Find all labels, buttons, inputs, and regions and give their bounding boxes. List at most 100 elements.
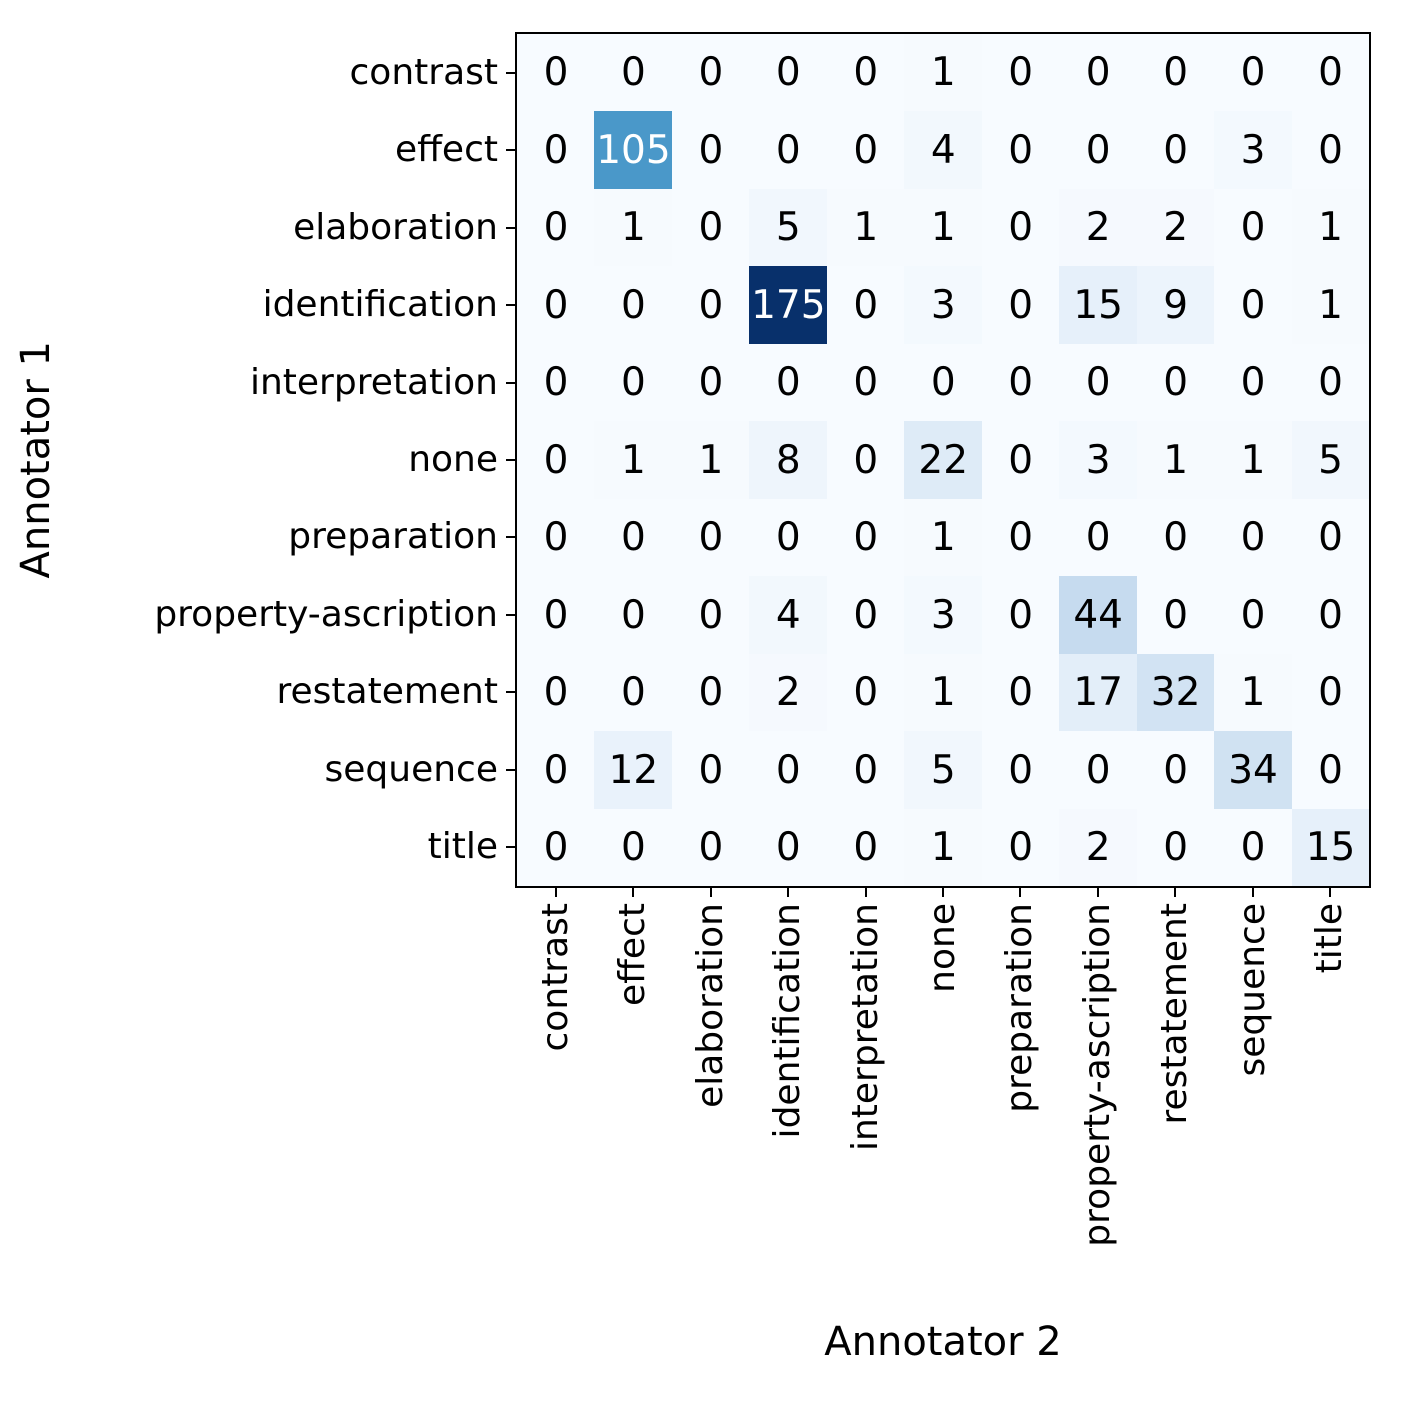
- matrix-cell-r7-c10: 0: [1291, 576, 1370, 655]
- matrix-cell-r10-c5: 1: [904, 808, 983, 887]
- y-tick-mark: [506, 536, 515, 539]
- y-tick-label-none: none: [408, 439, 498, 480]
- matrix-cell-r7-c4: 0: [826, 576, 905, 655]
- matrix-cell-r9-c8: 0: [1136, 731, 1215, 810]
- x-tick-mark: [1251, 888, 1254, 897]
- matrix-cell-r8-c5: 1: [904, 653, 983, 732]
- matrix-cell-r8-c0: 0: [517, 653, 595, 732]
- matrix-cell-r6-c7: 0: [1059, 498, 1138, 577]
- y-tick-label-restatement: restatement: [276, 671, 498, 713]
- matrix-cell-r6-c4: 0: [826, 498, 905, 577]
- y-tick-label-identification: identification: [262, 284, 498, 326]
- x-tick-slot: effect: [594, 903, 671, 1323]
- matrix-cell-r7-c9: 0: [1214, 576, 1293, 655]
- matrix-cell-r4-c2: 0: [671, 343, 750, 422]
- matrix-cell-r9-c3: 0: [749, 731, 828, 810]
- y-tick-label-sequence: sequence: [324, 748, 498, 790]
- matrix-cell-r6-c2: 0: [671, 498, 750, 577]
- x-tick-label-interpretation: interpretation: [844, 903, 886, 1152]
- x-tick-mark: [1329, 888, 1332, 897]
- matrix-cell-r9-c4: 0: [826, 731, 905, 810]
- matrix-cell-r9-c10: 0: [1291, 731, 1370, 810]
- matrix-cell-r6-c10: 0: [1291, 498, 1370, 577]
- matrix-cell-r6-c1: 0: [594, 498, 673, 577]
- matrix-cell-r7-c5: 3: [904, 576, 983, 655]
- x-axis-title: Annotator 2: [824, 1319, 1062, 1365]
- matrix-cell-r4-c6: 0: [981, 343, 1060, 422]
- x-tick-mark: [1096, 888, 1099, 897]
- x-tick-mark: [1174, 888, 1177, 897]
- matrix-cell-r4-c3: 0: [749, 343, 828, 422]
- x-tick-slot: interpretation: [827, 903, 904, 1323]
- y-tick-label-effect: effect: [394, 129, 498, 171]
- matrix-cell-r10-c3: 0: [749, 808, 828, 887]
- matrix-cell-r3-c1: 0: [594, 266, 673, 345]
- x-tick-label-contrast: contrast: [534, 903, 576, 1052]
- y-tick-mark: [506, 691, 515, 694]
- matrix-cell-r0-c1: 0: [594, 34, 673, 112]
- matrix-cell-r0-c2: 0: [671, 34, 750, 112]
- heatmap-grid: 0 0 0 0 0 1 0 0 0 0 0 0 105 0 0 0 4 0 0 0 3 0 0 1 0 5 1 1 0 2 2 0 1 0 0 0 17…: [515, 32, 1371, 888]
- matrix-cell-r1-c8: 0: [1136, 111, 1215, 190]
- matrix-cell-r9-c0: 0: [517, 731, 595, 810]
- matrix-cell-r3-c3: 175: [749, 266, 828, 345]
- y-tick-mark: [506, 304, 515, 307]
- matrix-cell-r3-c0: 0: [517, 266, 595, 345]
- matrix-cell-r5-c10: 5: [1291, 421, 1370, 500]
- matrix-cell-r0-c4: 0: [826, 34, 905, 112]
- matrix-cell-r8-c4: 0: [826, 653, 905, 732]
- matrix-cell-r8-c6: 0: [981, 653, 1060, 732]
- matrix-cell-r6-c8: 0: [1136, 498, 1215, 577]
- x-tick-mark: [787, 888, 790, 897]
- matrix-cell-r10-c10: 15: [1291, 808, 1370, 887]
- matrix-cell-r1-c3: 0: [749, 111, 828, 190]
- matrix-cell-r2-c0: 0: [517, 188, 595, 267]
- x-tick-slot: sequence: [1214, 903, 1291, 1323]
- matrix-cell-r3-c8: 9: [1136, 266, 1215, 345]
- x-tick-label-none: none: [921, 903, 963, 993]
- matrix-cell-r2-c3: 5: [749, 188, 828, 267]
- x-tick-label-restatement: restatement: [1154, 903, 1196, 1125]
- matrix-cell-r2-c2: 0: [671, 188, 750, 267]
- matrix-cell-r3-c6: 0: [981, 266, 1060, 345]
- matrix-cell-r1-c10: 0: [1291, 111, 1370, 190]
- matrix-cell-r9-c1: 12: [594, 731, 673, 810]
- matrix-cell-r4-c1: 0: [594, 343, 673, 422]
- matrix-cell-r4-c5: 0: [904, 343, 983, 422]
- matrix-cell-r4-c9: 0: [1214, 343, 1293, 422]
- matrix-cell-r9-c5: 5: [904, 731, 983, 810]
- matrix-cell-r10-c1: 0: [594, 808, 673, 887]
- matrix-cell-r5-c2: 1: [671, 421, 750, 500]
- matrix-cell-r10-c9: 0: [1214, 808, 1293, 887]
- matrix-cell-r10-c7: 2: [1059, 808, 1138, 887]
- matrix-cell-r8-c8: 32: [1136, 653, 1215, 732]
- y-tick-mark: [506, 226, 515, 229]
- y-tick-mark: [506, 613, 515, 616]
- matrix-cell-r10-c4: 0: [826, 808, 905, 887]
- x-tick-label-sequence: sequence: [1231, 903, 1273, 1077]
- matrix-cell-r10-c8: 0: [1136, 808, 1215, 887]
- matrix-cell-r2-c5: 1: [904, 188, 983, 267]
- matrix-cell-r2-c4: 1: [826, 188, 905, 267]
- matrix-cell-r1-c2: 0: [671, 111, 750, 190]
- x-tick-slot: restatement: [1137, 903, 1214, 1323]
- y-tick-label-contrast: contrast: [349, 51, 498, 93]
- matrix-cell-r3-c9: 0: [1214, 266, 1293, 345]
- matrix-cell-r9-c6: 0: [981, 731, 1060, 810]
- matrix-cell-r1-c7: 0: [1059, 111, 1138, 190]
- matrix-cell-r6-c9: 0: [1214, 498, 1293, 577]
- matrix-cell-r4-c8: 0: [1136, 343, 1215, 422]
- y-tick-mark: [506, 381, 515, 384]
- matrix-cell-r5-c6: 0: [981, 421, 1060, 500]
- matrix-cell-r1-c0: 0: [517, 111, 595, 190]
- x-tick-mark: [1019, 888, 1022, 897]
- matrix-cell-r2-c6: 0: [981, 188, 1060, 267]
- matrix-cell-r2-c9: 0: [1214, 188, 1293, 267]
- matrix-cell-r4-c0: 0: [517, 343, 595, 422]
- matrix-cell-r10-c2: 0: [671, 808, 750, 887]
- matrix-cell-r0-c6: 0: [981, 34, 1060, 112]
- matrix-cell-r10-c6: 0: [981, 808, 1060, 887]
- x-tick-mark: [709, 888, 712, 897]
- matrix-cell-r8-c1: 0: [594, 653, 673, 732]
